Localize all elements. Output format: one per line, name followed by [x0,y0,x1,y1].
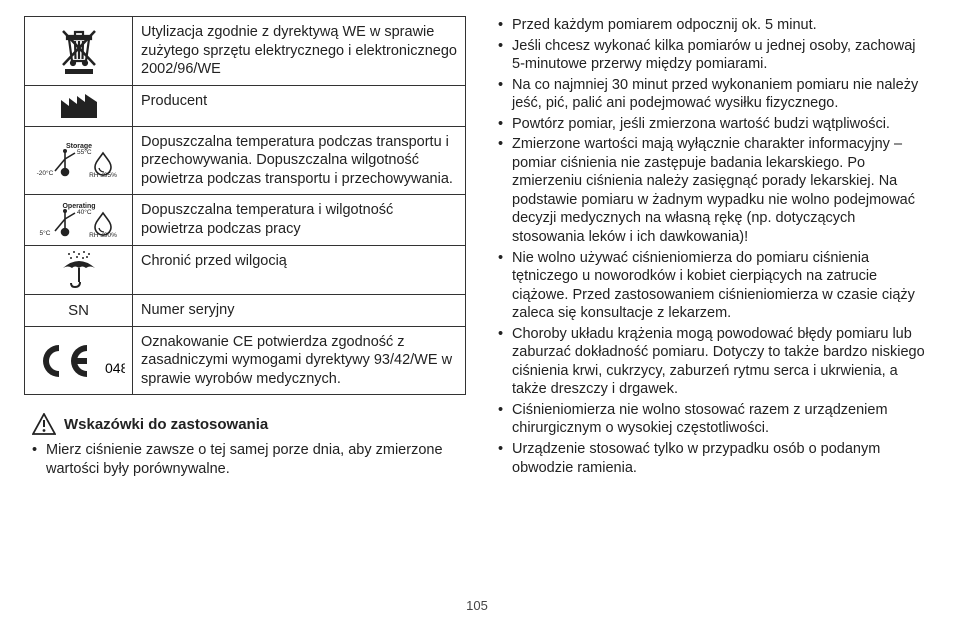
page-number: 105 [0,598,954,613]
moisture-icon [25,246,133,295]
right-column: Przed każdym pomiarem odpocznij ok. 5 mi… [490,16,930,611]
warning-icon [32,413,56,435]
weee-desc: Utylizacja zgodnie z dyrektywą WE w spra… [133,17,466,86]
operating-rh: RH ≤90% [89,232,117,239]
moisture-desc: Chronić przed wilgocią [133,246,466,295]
table-row: Producent [25,85,466,126]
right-bullet-list: Przed każdym pomiarem odpocznij ok. 5 mi… [490,16,930,479]
table-row: Chronić przed wilgocią [25,246,466,295]
list-item: Ciśnieniomierza nie wolno stosować razem… [498,401,930,438]
list-item: Nie wolno używać ciśnieniomierza do pomi… [498,249,930,323]
sn-icon: SN [25,295,133,327]
list-item: Powtórz pomiar, jeśli zmierzona wartość … [498,115,930,134]
list-item: Na co najmniej 30 minut przed wykonaniem… [498,76,930,113]
page-container: Utylizacja zgodnie z dyrektywą WE w spra… [0,0,954,619]
table-row: 0483 Oznakowanie CE potwierdza zgodność … [25,326,466,395]
storage-icon: Storage -20°C 55°C [25,126,133,195]
list-item: Mierz ciśnienie zawsze o tej samej porze… [32,441,466,478]
manufacturer-icon [25,85,133,126]
warning-heading: Wskazówki do zastosowania [64,416,268,433]
manufacturer-desc: Producent [133,85,466,126]
symbol-table: Utylizacja zgodnie z dyrektywą WE w spra… [24,16,466,395]
storage-rh: RH ≤95% [89,172,117,179]
table-row: Utylizacja zgodnie z dyrektywą WE w spra… [25,17,466,86]
sn-desc: Numer seryjny [133,295,466,327]
ce-icon: 0483 [25,326,133,395]
warning-heading-row: Wskazówki do zastosowania [32,413,466,435]
list-item: Urządzenie stosować tylko w przypadku os… [498,440,930,477]
ce-desc: Oznakowanie CE potwierdza zgodność z zas… [133,326,466,395]
operating-icon: Operating 5°C 40°C [25,195,133,246]
list-item: Choroby układu krążenia mogą powodować b… [498,325,930,399]
operating-tlow: 5°C [39,229,50,237]
ce-number: 0483 [105,360,125,376]
table-row: Storage -20°C 55°C [25,126,466,195]
operating-thigh: 40°C [77,208,92,216]
list-item: Przed każdym pomiarem odpocznij ok. 5 mi… [498,16,930,35]
list-item: Zmierzone wartości mają wyłącznie charak… [498,135,930,246]
list-item: Jeśli chcesz wykonać kilka pomiarów u je… [498,37,930,74]
operating-desc: Dopuszczalna temperatura i wilgotność po… [133,195,466,246]
table-row: SN Numer seryjny [25,295,466,327]
storage-desc: Dopuszczalna temperatura podczas transpo… [133,126,466,195]
left-bullet-list: Mierz ciśnienie zawsze o tej samej porze… [24,441,466,480]
storage-tlow: -20°C [36,169,53,177]
left-column: Utylizacja zgodnie z dyrektywą WE w spra… [24,16,466,611]
table-row: Operating 5°C 40°C [25,195,466,246]
weee-icon [25,17,133,86]
storage-thigh: 55°C [77,148,92,156]
